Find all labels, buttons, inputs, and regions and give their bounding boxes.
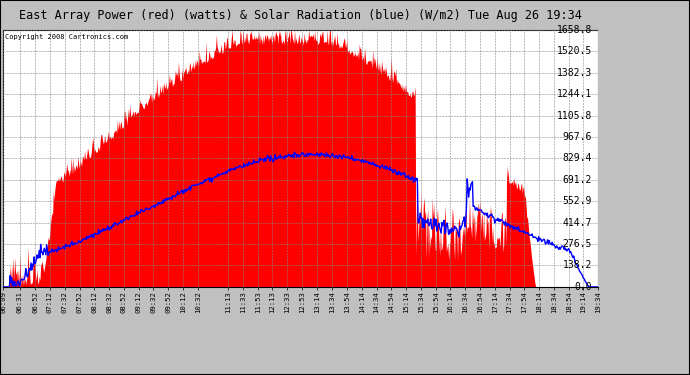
Text: East Array Power (red) (watts) & Solar Radiation (blue) (W/m2) Tue Aug 26 19:34: East Array Power (red) (watts) & Solar R… [19, 9, 582, 22]
Text: Copyright 2008 Cartronics.com: Copyright 2008 Cartronics.com [6, 34, 128, 40]
